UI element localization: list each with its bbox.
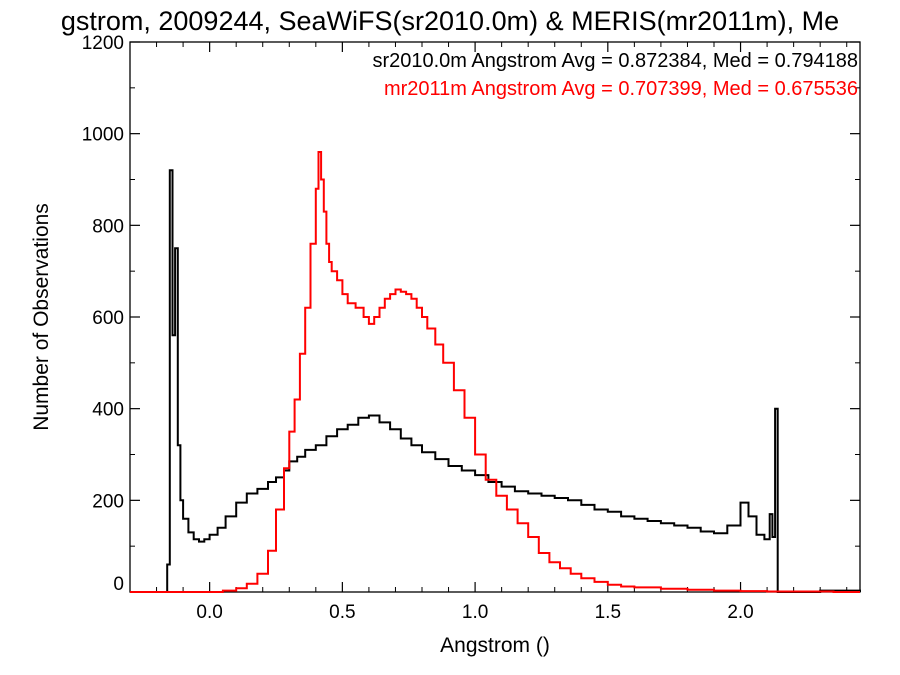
plot-area: [129, 41, 861, 593]
y-tick-label: 800: [92, 216, 124, 237]
y-axis-label: Number of Observations: [30, 203, 53, 431]
y-tick-label: 0: [113, 574, 124, 595]
y-tick-label: 1000: [82, 125, 124, 146]
x-tick-label: 1.0: [462, 602, 488, 623]
y-tick-label: 1200: [82, 33, 124, 54]
y-tick-label: 600: [92, 308, 124, 329]
series-line-black: [130, 169, 861, 593]
x-axis: 0.0 0.5 1.0 1.5 2.0: [156, 42, 848, 623]
series-line-red: [130, 151, 860, 593]
x-tick-label: 0.5: [329, 602, 355, 623]
legend-entry-red: mr2011m Angstrom Avg = 0.707399, Med = 0…: [384, 78, 858, 100]
x-tick-label: 0.0: [196, 602, 222, 623]
legend-entry-black: sr2010.0m Angstrom Avg = 0.872384, Med =…: [372, 50, 858, 72]
chart-title: gstrom, 2009244, SeaWiFS(sr2010.0m) & ME…: [61, 6, 839, 36]
x-axis-label: Angstrom (): [440, 634, 550, 657]
x-tick-label: 1.5: [595, 602, 621, 623]
y-axis: 0 200 400 600 800 1000 1200: [82, 33, 860, 595]
plot-frame: [129, 41, 861, 593]
y-tick-label: 400: [92, 400, 124, 421]
y-tick-label: 200: [92, 491, 124, 512]
series-layer: [130, 151, 861, 593]
x-tick-label: 2.0: [727, 602, 753, 623]
